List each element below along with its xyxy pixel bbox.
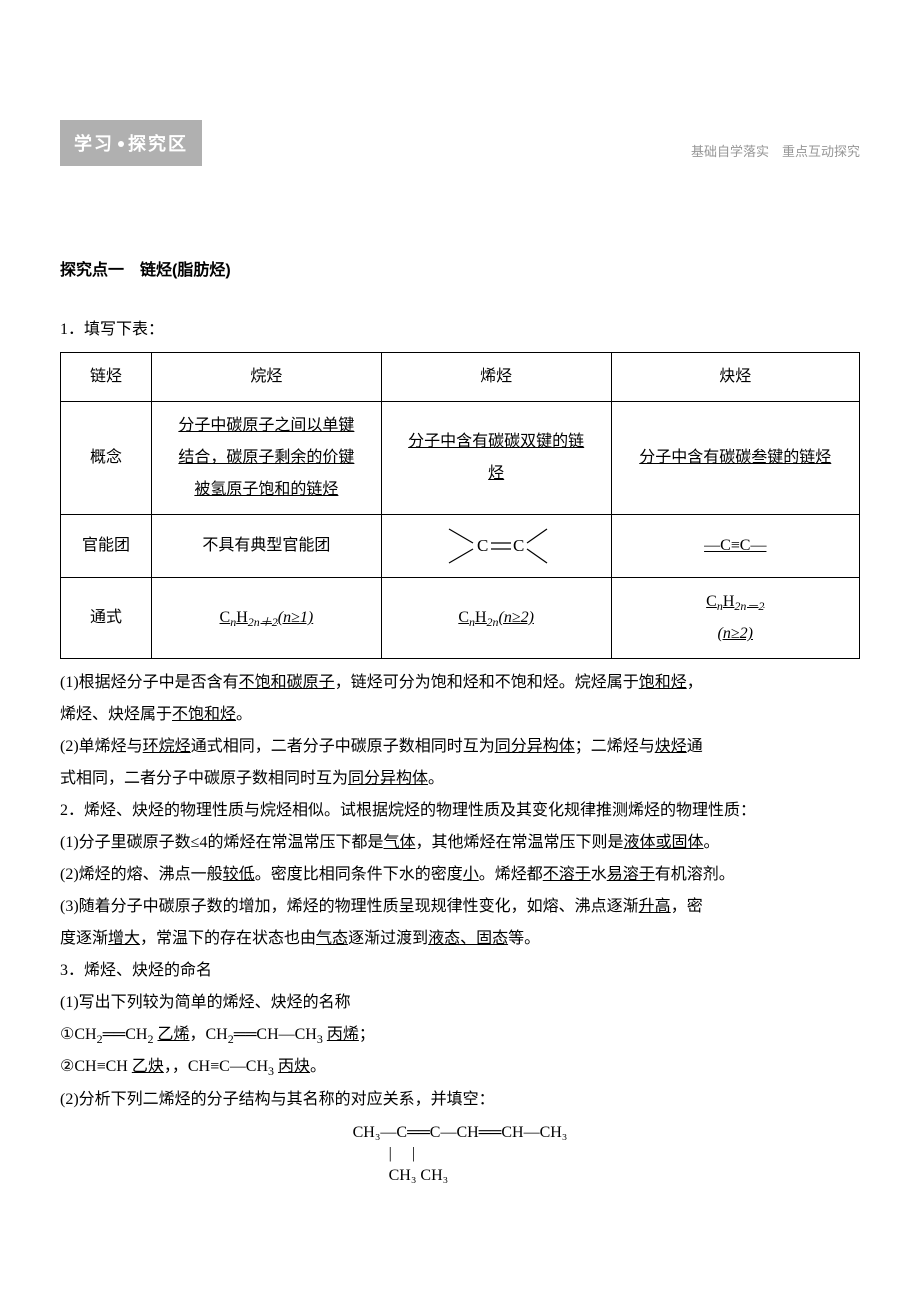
naming-sub2: (2)分析下列二烯烃的分子结构与其名称的对应关系，并填空： — [60, 1084, 860, 1116]
concept-alkane-line1: 分子中碳原子之间以单键 — [178, 417, 354, 434]
fg-alkene-double-bond-icon: C C — [381, 515, 611, 578]
after-table-line1: (1)根据烃分子中是否含有不饱和碳原子，链烃可分为饱和烃和不饱和烃。烷烃属于饱和… — [60, 667, 860, 699]
formula-alkyne-main: CnH2n－2 — [706, 593, 764, 610]
table-row: 官能团 不具有典型官能团 C C —C≡C— — [61, 515, 860, 578]
row-label-concept: 概念 — [61, 402, 152, 515]
physical-props-3b: 度逐渐增大，常温下的存在状态也由气态逐渐过渡到液态、固态等。 — [60, 923, 860, 955]
header-subtitle: 基础自学落实 重点互动探究 — [691, 141, 860, 166]
physical-props-1: (1)分子里碳原子数≤4的烯烃在常温常压下都是气体，其他烯烃在常温常压下则是液体… — [60, 827, 860, 859]
table-header-alkane: 烷烃 — [152, 353, 382, 402]
concept-alkane: 分子中碳原子之间以单键 结合，碳原子剩余的价键 被氢原子饱和的链烃 — [152, 402, 382, 515]
structure-row1: CH₃—C══C—CH══CH—CH₃ — [353, 1122, 568, 1144]
formula-alkane-text: CnH2n＋2(n≥1) — [220, 609, 314, 626]
svg-text:C: C — [513, 536, 524, 555]
structure-row3: CH₃ CH₃ — [353, 1165, 568, 1187]
fill-table-prompt: 1．填写下表： — [60, 314, 860, 346]
physical-props-2: (2)烯烃的熔、沸点一般较低。密度比相同条件下水的密度小。烯烃都不溶于水易溶于有… — [60, 859, 860, 891]
formula-alkyne: CnH2n－2 (n≥2) — [611, 578, 859, 659]
formula-alkene-text: CnH2n(n≥2) — [458, 609, 534, 626]
concept-alkene-line1: 分子中含有碳碳双键的链 — [408, 433, 584, 450]
concept-alkane-line3: 被氢原子饱和的链烃 — [194, 481, 338, 498]
naming-item-2: ②CH≡CH 乙炔，，CH≡C—CH3 丙炔。 — [60, 1051, 860, 1083]
after-table-line3: (2)单烯烃与环烷烃通式相同，二者分子中碳原子数相同时互为同分异构体；二烯烃与炔… — [60, 731, 860, 763]
table-header-chain: 链烃 — [61, 353, 152, 402]
after-table-line2: 烯烃、炔烃属于不饱和烃。 — [60, 699, 860, 731]
formula-alkene: CnH2n(n≥2) — [381, 578, 611, 659]
study-badge: 学习探究区 — [60, 120, 202, 166]
badge-right-text: 探究区 — [128, 134, 188, 154]
page-header: 学习探究区 基础自学落实 重点互动探究 — [60, 120, 860, 166]
naming-item-1: ①CH2══CH2 乙烯，CH2══CH—CH3 丙烯； — [60, 1019, 860, 1051]
fg-alkyne: —C≡C— — [611, 515, 859, 578]
fg-alkyne-text: —C≡C— — [704, 537, 766, 554]
naming-heading: 3．烯烃、炔烃的命名 — [60, 955, 860, 987]
badge-left-text: 学习 — [74, 134, 114, 154]
structural-formula: CH₃—C══C—CH══CH—CH₃ | | CH₃ CH₃ — [60, 1122, 860, 1192]
table-header-alkyne: 炔烃 — [611, 353, 859, 402]
physical-props-3a: (3)随着分子中碳原子数的增加，烯烃的物理性质呈现规律性变化，如熔、沸点逐渐升高… — [60, 891, 860, 923]
svg-text:C: C — [477, 536, 488, 555]
badge-dot-icon — [118, 141, 124, 147]
concept-alkyne: 分子中含有碳碳叁键的链烃 — [611, 402, 859, 515]
table-header-alkene: 烯烃 — [381, 353, 611, 402]
physical-props-intro: 2．烯烃、炔烃的物理性质与烷烃相似。试根据烷烃的物理性质及其变化规律推测烯烃的物… — [60, 795, 860, 827]
hydrocarbon-table: 链烃 烷烃 烯烃 炔烃 概念 分子中碳原子之间以单键 结合，碳原子剩余的价键 被… — [60, 352, 860, 659]
row-label-functional-group: 官能团 — [61, 515, 152, 578]
after-table-line4: 式相同，二者分子中碳原子数相同时互为同分异构体。 — [60, 763, 860, 795]
formula-alkyne-cond: (n≥2) — [718, 625, 753, 642]
concept-alkane-line2: 结合，碳原子剩余的价键 — [178, 449, 354, 466]
row-label-general-formula: 通式 — [61, 578, 152, 659]
structure-row2: | | — [353, 1143, 568, 1165]
naming-sub1: (1)写出下列较为简单的烯烃、炔烃的名称 — [60, 987, 860, 1019]
table-row: 概念 分子中碳原子之间以单键 结合，碳原子剩余的价键 被氢原子饱和的链烃 分子中… — [61, 402, 860, 515]
table-row: 通式 CnH2n＋2(n≥1) CnH2n(n≥2) CnH2n－2 (n≥2) — [61, 578, 860, 659]
concept-alkyne-text: 分子中含有碳碳叁键的链烃 — [639, 449, 831, 466]
formula-alkane: CnH2n＋2(n≥1) — [152, 578, 382, 659]
concept-alkene-line2: 烃 — [488, 465, 504, 482]
section-1-title: 探究点一 链烃(脂肪烃) — [60, 256, 860, 280]
table-row: 链烃 烷烃 烯烃 炔烃 — [61, 353, 860, 402]
fg-alkane: 不具有典型官能团 — [152, 515, 382, 578]
document-body: 1．填写下表： 链烃 烷烃 烯烃 炔烃 概念 分子中碳原子之间以单键 结合，碳原… — [60, 314, 860, 1192]
concept-alkene: 分子中含有碳碳双键的链 烃 — [381, 402, 611, 515]
